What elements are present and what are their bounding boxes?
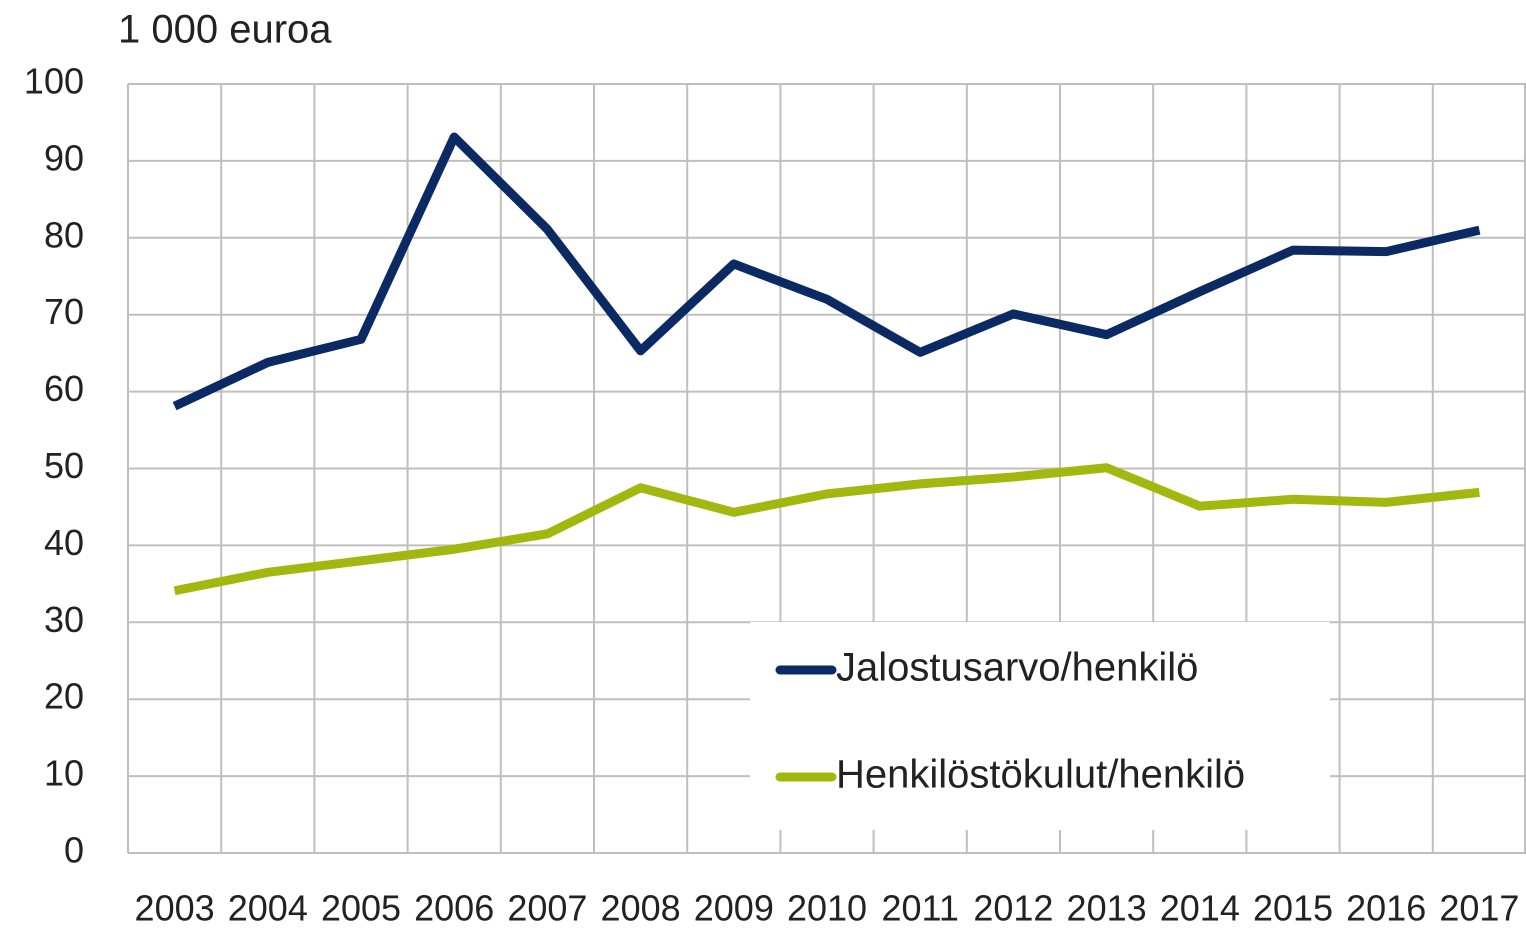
y-axis-label: 1 000 euroa bbox=[118, 8, 332, 52]
x-tick-label: 2016 bbox=[1346, 888, 1426, 926]
x-tick-label: 2009 bbox=[694, 888, 774, 926]
x-tick-label: 2006 bbox=[414, 888, 494, 926]
x-tick-label: 2007 bbox=[507, 888, 587, 926]
x-tick-label: 2005 bbox=[321, 888, 401, 926]
x-tick-label: 2003 bbox=[135, 888, 215, 926]
x-tick-label: 2013 bbox=[1067, 888, 1147, 926]
y-tick-label: 70 bbox=[44, 291, 84, 332]
y-tick-label: 30 bbox=[44, 599, 84, 640]
x-tick-label: 2017 bbox=[1439, 888, 1519, 926]
y-tick-label: 100 bbox=[24, 61, 84, 102]
x-tick-label: 2012 bbox=[973, 888, 1053, 926]
legend-label: Henkilöstökulut/henkilö bbox=[836, 753, 1245, 797]
x-tick-label: 2011 bbox=[881, 888, 958, 926]
y-tick-label: 60 bbox=[44, 368, 84, 409]
y-tick-label: 90 bbox=[44, 137, 84, 178]
y-tick-label: 40 bbox=[44, 522, 84, 563]
y-tick-label: 10 bbox=[44, 753, 84, 794]
legend-box bbox=[750, 622, 1330, 830]
x-tick-label: 2010 bbox=[787, 888, 867, 926]
x-tick-label: 2014 bbox=[1160, 888, 1240, 926]
data-line bbox=[173, 463, 1480, 596]
y-tick-label: 0 bbox=[64, 830, 84, 871]
legend-label: Jalostusarvo/henkilö bbox=[836, 646, 1198, 690]
y-tick-label: 20 bbox=[44, 676, 84, 717]
x-tick-label: 2004 bbox=[228, 888, 308, 926]
data-line bbox=[172, 132, 1481, 411]
x-tick-label: 2008 bbox=[601, 888, 681, 926]
x-tick-label: 2015 bbox=[1253, 888, 1333, 926]
y-tick-label: 80 bbox=[44, 214, 84, 255]
y-tick-label: 50 bbox=[44, 445, 84, 486]
